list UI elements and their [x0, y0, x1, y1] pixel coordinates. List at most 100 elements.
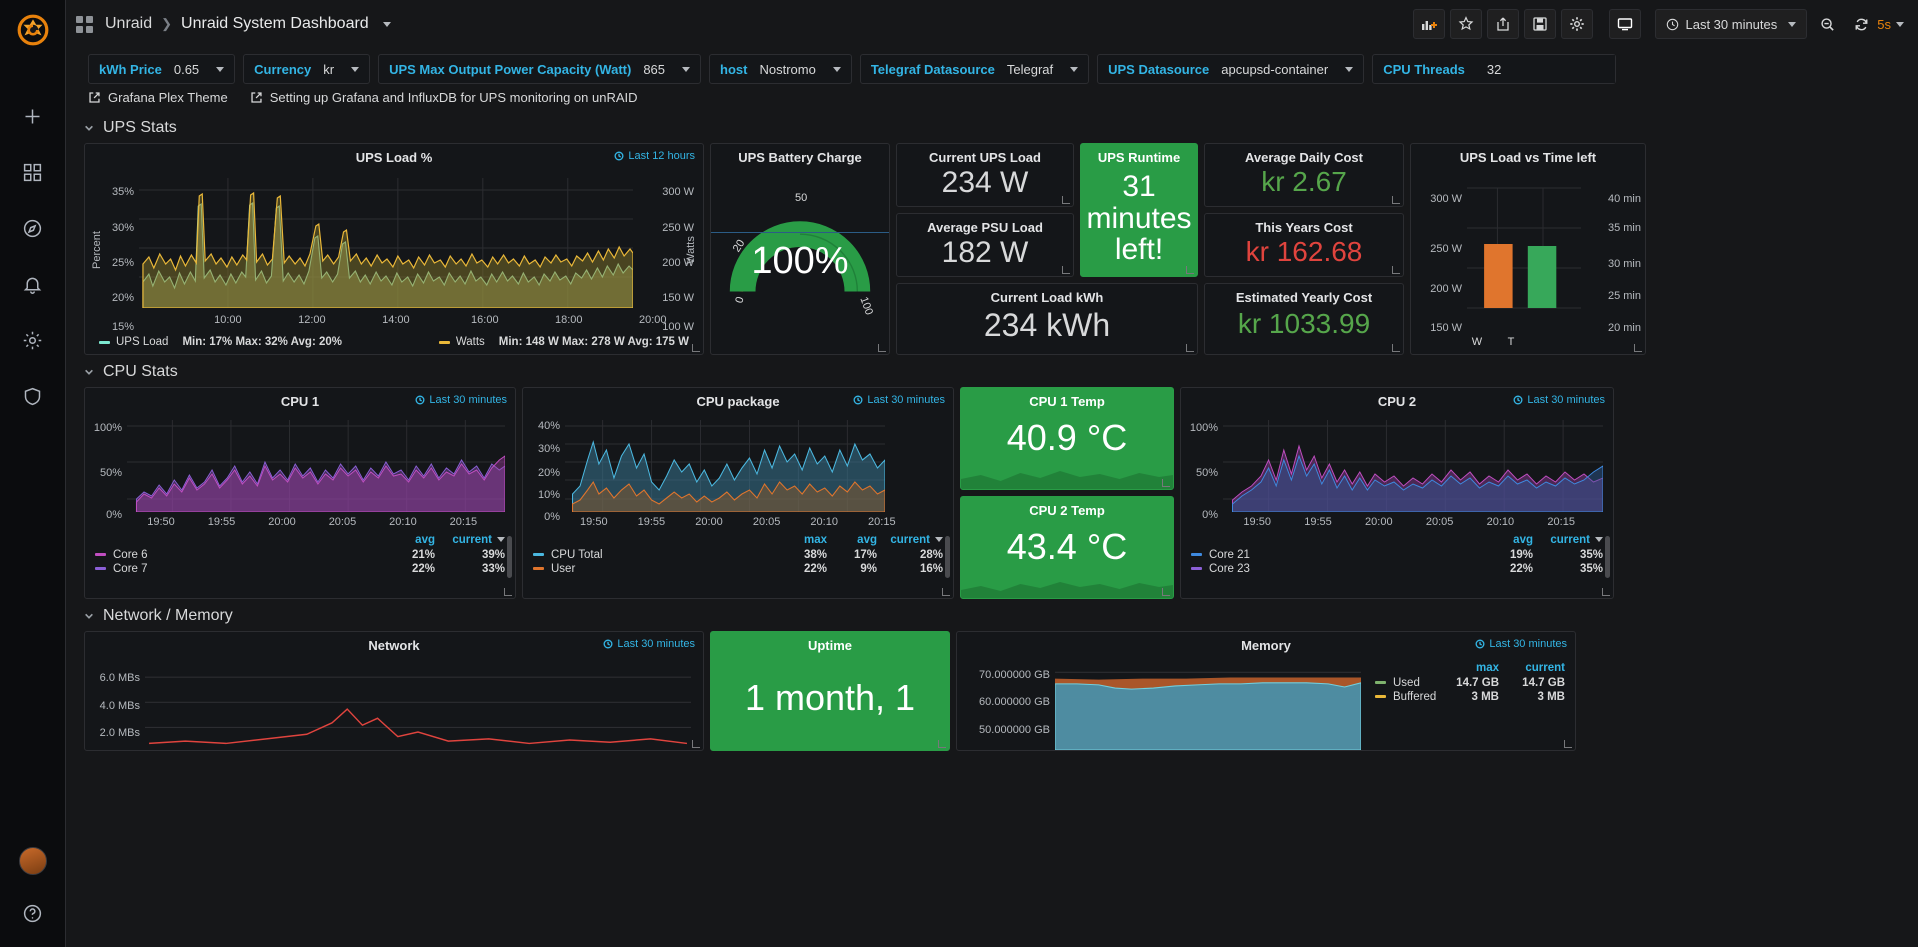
panel-resize-handle[interactable] [1062, 196, 1070, 204]
panel-resize-handle[interactable] [1564, 740, 1572, 748]
help-icon[interactable] [11, 891, 55, 935]
variable-value[interactable]: Nostromo [759, 61, 816, 77]
panel-resize-handle[interactable] [504, 588, 512, 596]
panel-resize-handle[interactable] [1062, 266, 1070, 274]
panel-resize-handle[interactable] [1392, 196, 1400, 204]
panel-resize-handle[interactable] [1634, 344, 1642, 352]
dashboard-menu-caret-icon[interactable] [382, 21, 391, 27]
legend-scrollbar[interactable] [945, 536, 950, 578]
refresh-interval-label[interactable]: 5s [1877, 16, 1891, 32]
panel-header[interactable]: CPU package Last 30 minutes [523, 388, 953, 414]
avatar[interactable] [18, 847, 47, 875]
panel-resize-handle[interactable] [1162, 588, 1170, 596]
row-header-network-memory[interactable]: Network / Memory [84, 607, 1904, 625]
sidebar-item-create[interactable] [11, 94, 55, 138]
legend-row[interactable]: Core 21 19% 35% [1181, 548, 1613, 562]
refresh-button[interactable] [1847, 9, 1875, 39]
sidebar-item-alerting[interactable] [11, 262, 55, 306]
chevron-down-icon[interactable] [682, 66, 691, 72]
chevron-down-icon[interactable] [1070, 66, 1079, 72]
legend-series-name[interactable]: Core 6 [85, 548, 385, 562]
row-header-cpu-stats[interactable]: CPU Stats [84, 363, 1904, 381]
grafana-logo-icon[interactable] [11, 8, 55, 52]
legend-series-name[interactable]: Core 21 [1181, 548, 1483, 562]
breadcrumb-folder[interactable]: Unraid [105, 15, 153, 32]
variable-value[interactable]: kr [323, 61, 335, 77]
legend-row[interactable]: User 22% 9% 16% [523, 562, 953, 576]
dashboard-link-ups-monitoring-guide[interactable]: Setting up Grafana and InfluxDB for UPS … [250, 90, 638, 105]
legend-series-name[interactable]: CPU Total [523, 548, 787, 562]
time-range-picker[interactable]: Last 30 minutes [1655, 9, 1808, 39]
variable-host[interactable]: host Nostromo [709, 54, 852, 84]
panel-header[interactable]: CPU 2 Last 30 minutes [1181, 388, 1613, 414]
sidebar-item-explore[interactable] [11, 206, 55, 250]
legend-scrollbar[interactable] [507, 536, 512, 578]
legend-series-name[interactable]: Core 7 [85, 562, 385, 576]
star-button[interactable] [1450, 9, 1483, 39]
panel-header[interactable]: UPS Load % Last 12 hours [85, 144, 703, 170]
legend-row[interactable]: Buffered 3 MB 3 MB [1365, 690, 1575, 704]
panel-header[interactable]: UPS Battery Charge [711, 144, 889, 170]
legend-series-name[interactable]: Buffered [1365, 690, 1447, 704]
settings-button[interactable] [1561, 9, 1594, 39]
legend-row[interactable]: Core 6 21% 39% [85, 548, 515, 562]
panel-header[interactable]: Network Last 30 minutes [85, 632, 703, 658]
panel-resize-handle[interactable] [938, 740, 946, 748]
panel-resize-handle[interactable] [878, 344, 886, 352]
panel-resize-handle[interactable] [1162, 479, 1170, 487]
panel-resize-handle[interactable] [692, 344, 700, 352]
panel-resize-handle[interactable] [1186, 266, 1194, 274]
dashboards-grid-icon[interactable] [76, 15, 93, 33]
tv-mode-button[interactable] [1609, 9, 1642, 39]
panel-resize-handle[interactable] [942, 588, 950, 596]
variable-cpu-threads[interactable]: CPU Threads [1372, 54, 1616, 84]
sidebar-item-configuration[interactable] [11, 318, 55, 362]
chevron-down-icon[interactable] [216, 66, 225, 72]
variable-telegraf-datasource[interactable]: Telegraf Datasource Telegraf [859, 54, 1090, 84]
legend-col-current[interactable]: current [1543, 532, 1613, 548]
legend-row[interactable]: CPU Total 38% 17% 28% [523, 548, 953, 562]
dashboard-link-grafana-plex-theme[interactable]: Grafana Plex Theme [88, 90, 228, 105]
legend-row[interactable]: Core 23 22% 35% [1181, 562, 1613, 576]
save-button[interactable] [1524, 9, 1557, 39]
panel-header[interactable]: UPS Load vs Time left [1411, 144, 1645, 170]
share-button[interactable] [1487, 9, 1520, 39]
panel-resize-handle[interactable] [692, 740, 700, 748]
legend-item-ups-load[interactable]: UPS Load Min: 17% Max: 32% Avg: 20% [99, 336, 342, 348]
legend-col-avg[interactable]: avg [857, 534, 877, 546]
legend-scrollbar[interactable] [1605, 536, 1610, 578]
panel-resize-handle[interactable] [1602, 588, 1610, 596]
legend-series-name[interactable]: Used [1365, 676, 1447, 690]
sidebar-item-dashboards[interactable] [11, 150, 55, 194]
variable-ups-max-output-power-capacity[interactable]: UPS Max Output Power Capacity (Watt) 865 [378, 54, 702, 84]
panel-resize-handle[interactable] [1392, 266, 1400, 274]
legend-col-current[interactable]: current [887, 532, 953, 548]
legend-col-max[interactable]: max [1475, 662, 1499, 674]
panel-header[interactable]: CPU 1 Last 30 minutes [85, 388, 515, 414]
variable-value[interactable]: 0.65 [173, 61, 200, 77]
legend-item-watts[interactable]: Watts Min: 148 W Max: 278 W Avg: 175 W [438, 336, 689, 348]
sidebar-item-server-admin[interactable] [11, 374, 55, 418]
legend-col-max[interactable]: max [803, 534, 827, 546]
legend-row[interactable]: Used 14.7 GB 14.7 GB [1365, 676, 1575, 690]
variable-currency[interactable]: Currency kr [243, 54, 371, 84]
panel-resize-handle[interactable] [1186, 344, 1194, 352]
cpu-threads-input[interactable] [1476, 55, 1615, 83]
legend-series-name[interactable]: User [523, 562, 787, 576]
variable-value[interactable]: apcupsd-container [1221, 61, 1329, 77]
add-panel-button[interactable] [1413, 9, 1446, 39]
legend-col-current[interactable]: current [1525, 662, 1565, 674]
variable-value[interactable]: Telegraf [1006, 61, 1054, 77]
legend-col-avg[interactable]: avg [1513, 534, 1533, 546]
panel-header[interactable]: Memory Last 30 minutes [957, 632, 1575, 658]
zoom-out-button[interactable] [1813, 9, 1841, 39]
variable-kwh-price[interactable]: kWh Price 0.65 [88, 54, 236, 84]
chevron-down-icon[interactable] [1345, 66, 1354, 72]
variable-value[interactable]: 865 [643, 61, 666, 77]
legend-series-name[interactable]: Core 23 [1181, 562, 1483, 576]
chevron-down-icon[interactable] [832, 66, 841, 72]
legend-row[interactable]: Core 7 22% 33% [85, 562, 515, 576]
variable-ups-datasource[interactable]: UPS Datasource apcupsd-container [1097, 54, 1365, 84]
row-header-ups-stats[interactable]: UPS Stats [84, 119, 1904, 137]
legend-col-current[interactable]: current [445, 532, 515, 548]
